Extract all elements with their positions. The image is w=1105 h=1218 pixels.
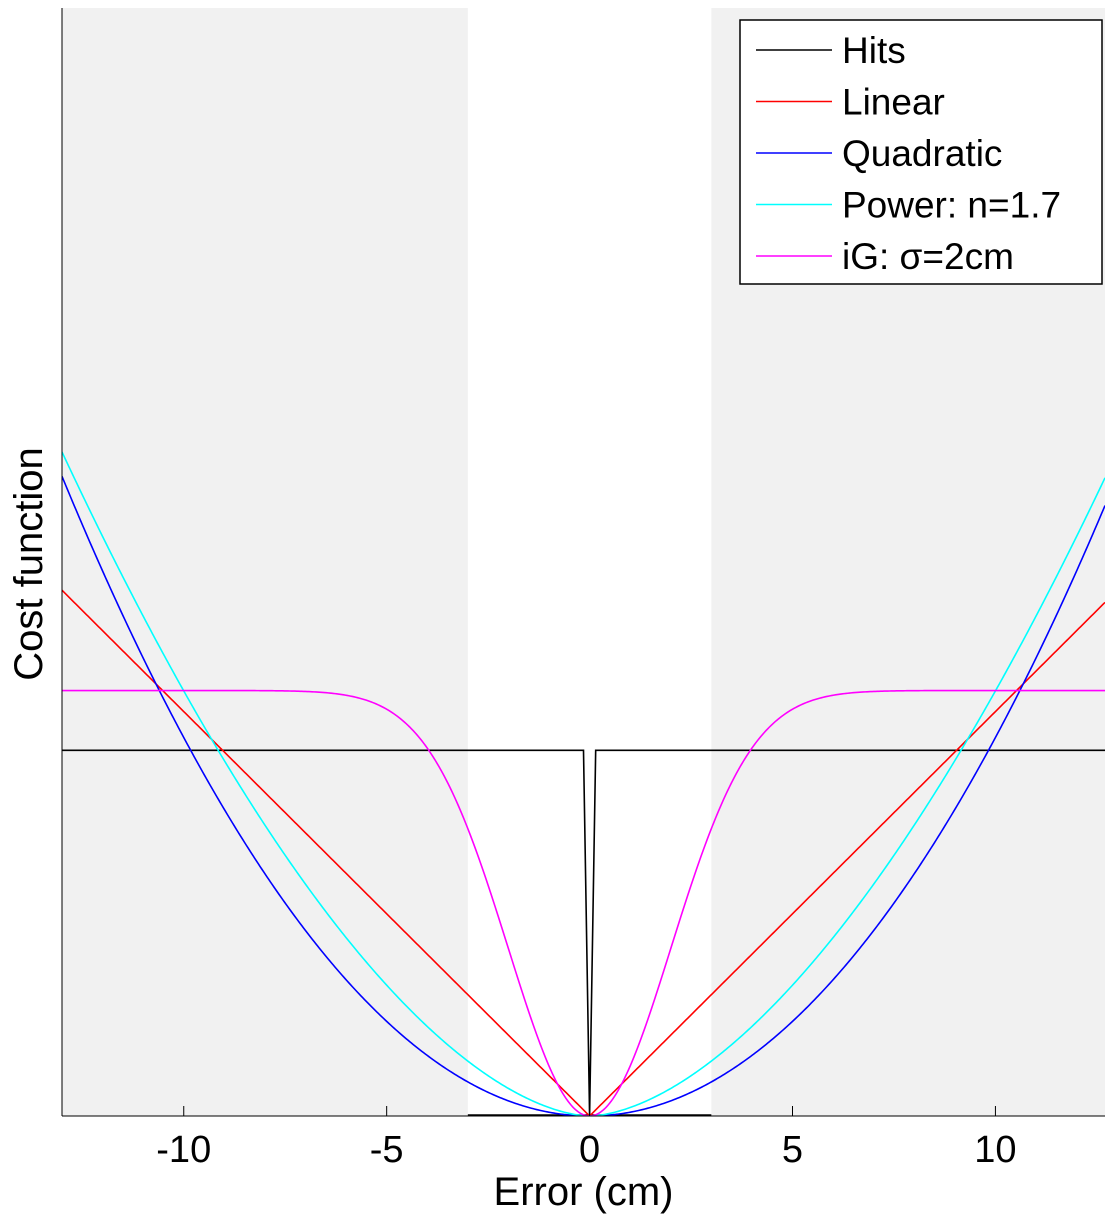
x-ticks: -10 -5 0 5 10 [156,1106,1017,1171]
series-line-linear [62,589,1105,1116]
series-line-hits [62,749,1105,1116]
legend-entries: Hits Linear Quadratic Power: n=1.7 iG: σ=2cm [756,30,1061,277]
x-tick-label-4: 10 [974,1129,1016,1171]
x-axis-label: Error (cm) [494,1170,674,1214]
legend-label-quadratic: Quadratic [842,133,1002,174]
legend-box [739,19,1103,285]
legend-label-ig-2cm: iG: σ=2cm [842,236,1014,277]
legend: Hits Linear Quadratic Power: n=1.7 iG: σ=2cm [739,19,1103,285]
x-tick-label-3: 5 [782,1129,803,1171]
shaded-region-0 [62,8,468,1116]
legend-label-linear: Linear [842,82,945,123]
axes [61,8,1105,1117]
x-tick-label-2: 0 [579,1129,600,1171]
y-axis-label: Cost function [7,447,51,680]
x-tick-label-0: -10 [156,1129,211,1171]
legend-label-power-n-1-7: Power: n=1.7 [842,185,1061,226]
legend-label-hits: Hits [842,30,906,71]
x-tick-label-1: -5 [370,1129,404,1171]
series-line-ig-2cm [62,689,1105,1116]
